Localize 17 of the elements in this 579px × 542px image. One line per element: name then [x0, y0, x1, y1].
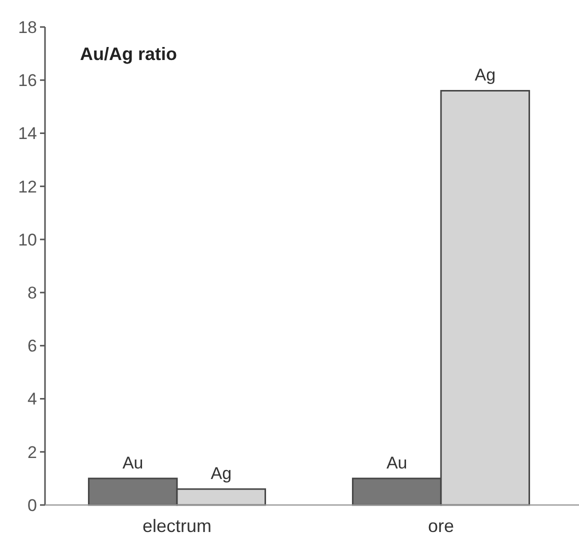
y-tick-label: 14 — [18, 124, 37, 144]
y-tick-label: 12 — [18, 177, 37, 196]
text: Ag — [474, 66, 496, 85]
series-label: Au — [122, 453, 144, 472]
y-tick-label: 4 — [28, 390, 37, 409]
text: Au — [386, 453, 408, 472]
series-label: Ag — [210, 464, 232, 484]
y-tick-label: 16 — [18, 71, 37, 90]
y-tick-label: 8 — [28, 284, 37, 303]
x-tick-label: electrum — [142, 516, 212, 536]
y-tick-label: 18 — [18, 18, 37, 37]
y-tick-label: 2 — [28, 442, 37, 462]
y-tick-label: 6 — [28, 336, 37, 356]
x-tick-label: ore — [428, 516, 454, 536]
y-tick-label: 0 — [28, 496, 37, 515]
y-tick-label: 10 — [18, 230, 37, 250]
text: Au/Ag ratio — [80, 44, 177, 64]
